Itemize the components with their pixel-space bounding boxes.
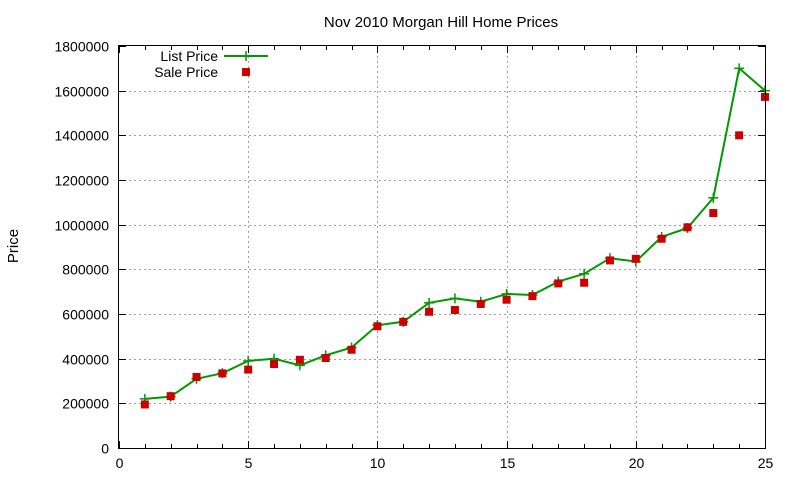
y-tick-label: 1800000	[54, 39, 109, 55]
y-tick-label: 400000	[62, 352, 109, 368]
sale-price-point	[502, 295, 511, 304]
x-tick-label: 5	[245, 455, 253, 471]
x-tick-label: 20	[629, 455, 645, 471]
sale-price-point	[218, 369, 227, 378]
legend-swatch-square	[242, 68, 250, 76]
list-price-point	[424, 297, 435, 308]
sale-price-point	[321, 353, 330, 362]
y-axis-label: Price	[5, 229, 22, 263]
sale-price-point	[450, 305, 459, 314]
list-price-point	[243, 355, 254, 366]
sale-price-point	[244, 365, 253, 374]
y-tick-label: 1000000	[54, 218, 109, 234]
sale-price-point	[709, 209, 718, 218]
list-price-point	[734, 63, 745, 74]
series-list-price	[139, 63, 770, 404]
sale-price-point	[657, 234, 666, 243]
y-tick-label: 0	[101, 441, 109, 457]
x-tick-label: 25	[758, 455, 774, 471]
series-sale-price	[140, 92, 769, 409]
sale-price-point	[476, 299, 485, 308]
plot-frame	[118, 45, 766, 449]
chart-title: Nov 2010 Morgan Hill Home Prices	[324, 14, 558, 31]
sale-price-point	[140, 400, 149, 409]
sale-price-point	[192, 372, 201, 381]
y-tick-label: 1400000	[54, 128, 109, 144]
sale-price-point	[683, 223, 692, 232]
sale-price-point	[735, 131, 744, 140]
y-tick-label: 200000	[62, 396, 109, 412]
list-price-point	[449, 293, 460, 304]
y-tick-label: 800000	[62, 262, 109, 278]
x-tick-label: 10	[370, 455, 386, 471]
sale-price-point	[580, 278, 589, 287]
sale-price-point	[425, 307, 434, 316]
axis-ticks: 0 200000 400000 600000 800000 1000000 1200000 1…	[54, 39, 773, 472]
x-tick-label: 15	[500, 455, 516, 471]
sale-price-point	[347, 345, 356, 354]
list-price-point	[579, 268, 590, 279]
sale-price-point	[295, 355, 304, 364]
sale-price-point	[399, 317, 408, 326]
sale-price-point	[528, 292, 537, 301]
sale-price-point	[554, 279, 563, 288]
plot-series	[139, 63, 770, 409]
sale-price-point	[631, 254, 640, 263]
list-price-line	[144, 67, 766, 400]
grid	[119, 46, 765, 448]
y-tick-label: 1200000	[54, 173, 109, 189]
legend-swatch-plus	[241, 51, 251, 61]
list-price-point	[708, 192, 719, 203]
legend-label: Sale Price	[154, 64, 218, 80]
sale-price-point	[270, 360, 279, 369]
y-tick-label: 600000	[62, 307, 109, 323]
sale-price-point	[166, 392, 175, 401]
y-tick-label: 1600000	[54, 84, 109, 100]
x-tick-label: 0	[116, 455, 124, 471]
sale-price-point	[373, 322, 382, 331]
legend-label: List Price	[160, 48, 218, 64]
sale-price-point	[605, 256, 614, 265]
